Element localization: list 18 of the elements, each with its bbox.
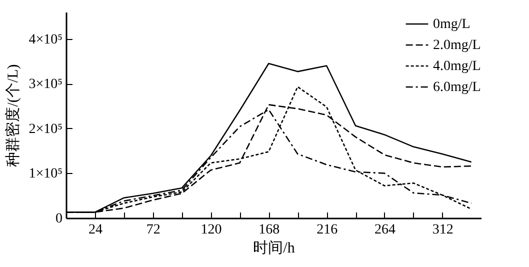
y-tick-label: 2×10⁵ (28, 122, 63, 137)
legend-label: 6.0mg/L (433, 80, 481, 95)
y-tick-label: 1×10⁵ (28, 166, 63, 182)
legend-label: 2.0mg/L (433, 38, 481, 53)
x-tick-label: 168 (258, 222, 280, 238)
x-tick-label: 264 (374, 222, 396, 238)
x-tick-label: 216 (316, 222, 338, 238)
x-tick-label: 120 (200, 222, 222, 238)
x-tick-label: 312 (432, 222, 454, 238)
y-tick-label: 3×10⁵ (28, 77, 63, 92)
legend-label: 4.0mg/L (433, 59, 481, 74)
y-tick-label: 4×10⁵ (28, 32, 63, 48)
y-tick-label: 0 (56, 212, 62, 226)
x-tick-label: 72 (146, 222, 160, 238)
x-tick-label: 24 (88, 222, 102, 238)
y-axis-title: 种群密度/(个/L) (4, 64, 22, 167)
x-axis-title: 时间/h (253, 240, 296, 256)
legend-label: 0mg/L (433, 17, 470, 32)
